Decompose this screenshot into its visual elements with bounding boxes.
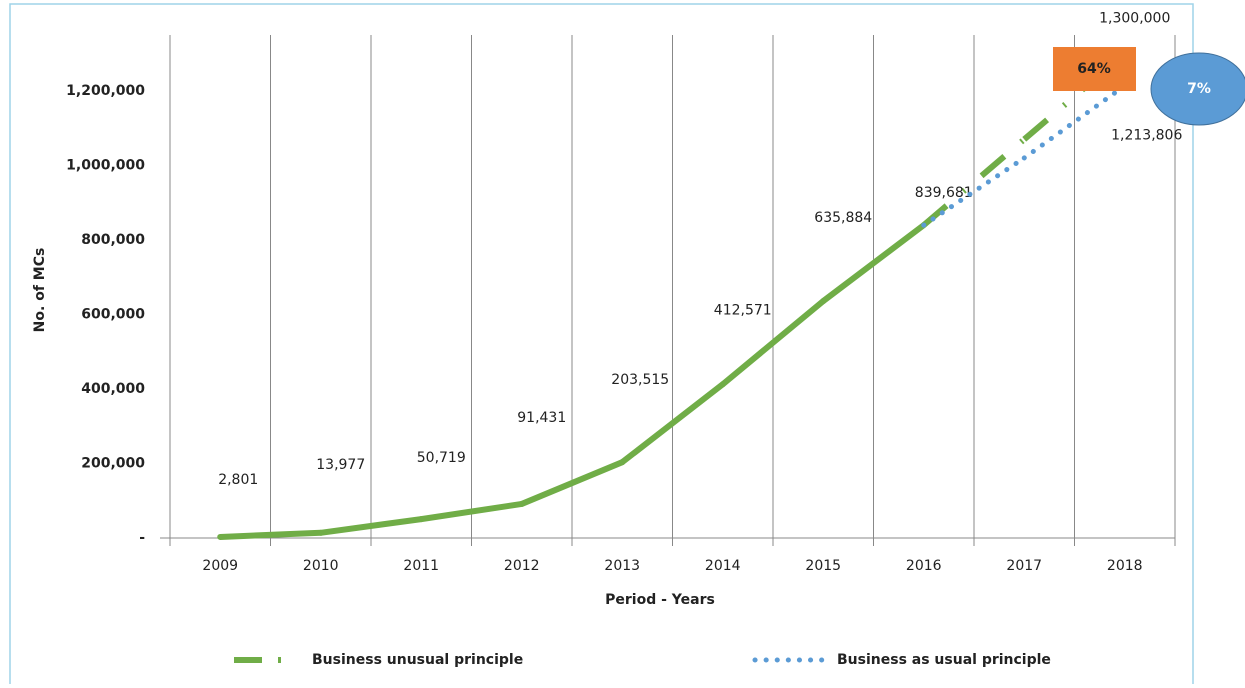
data-label: 839,681 [915,185,973,201]
x-tick-label: 2013 [604,558,640,574]
series-line [820,222,927,305]
data-label: 635,884 [814,210,872,226]
y-tick-label: 800,000 [81,232,145,248]
x-tick-label: 2017 [1006,558,1042,574]
x-tick-label: 2010 [303,558,339,574]
data-label: 13,977 [316,457,365,473]
data-label: 1,213,806 [1111,128,1182,144]
data-label: 1,300,000 [1099,11,1170,27]
series-line [518,459,626,507]
y-tick-label: 1,000,000 [66,157,145,173]
y-axis-label: No. of MCs [32,248,48,333]
y-tick-label: - [139,530,145,546]
annotation-text: 64% [1077,61,1111,77]
x-tick-label: 2011 [403,558,439,574]
series-line [619,381,726,466]
data-label: 2,801 [218,472,258,488]
chart-frame [9,3,1194,688]
legend-label: Business unusual principle [312,652,523,668]
annotation-text: 7% [1187,81,1211,97]
y-tick-label: 1,200,000 [66,83,145,99]
series-line [1021,83,1128,161]
legend-label: Business as usual principle [837,652,1051,668]
x-axis-label: Period - Years [605,592,715,608]
series-line [1022,51,1127,142]
annotation-box [1053,47,1136,91]
x-tick-label: 2014 [705,558,741,574]
series-line [317,516,425,536]
y-tick-label: 600,000 [81,306,145,322]
x-tick-label: 2016 [906,558,942,574]
data-label: 412,571 [714,302,772,318]
y-tick-label: 200,000 [81,455,145,471]
x-tick-label: 2015 [805,558,841,574]
x-tick-label: 2012 [504,558,540,574]
annotation-bubble [1150,52,1245,126]
series-line [921,137,1027,228]
data-label: 91,431 [517,410,566,426]
series-line [719,298,827,388]
series-line [418,500,525,523]
series-line [217,529,324,540]
x-tick-label: 2018 [1107,558,1143,574]
data-label: 50,719 [417,450,466,466]
data-label: 203,515 [611,372,669,388]
x-tick-label: 2009 [202,558,238,574]
series-line [921,155,1027,228]
y-tick-label: 400,000 [81,381,145,397]
